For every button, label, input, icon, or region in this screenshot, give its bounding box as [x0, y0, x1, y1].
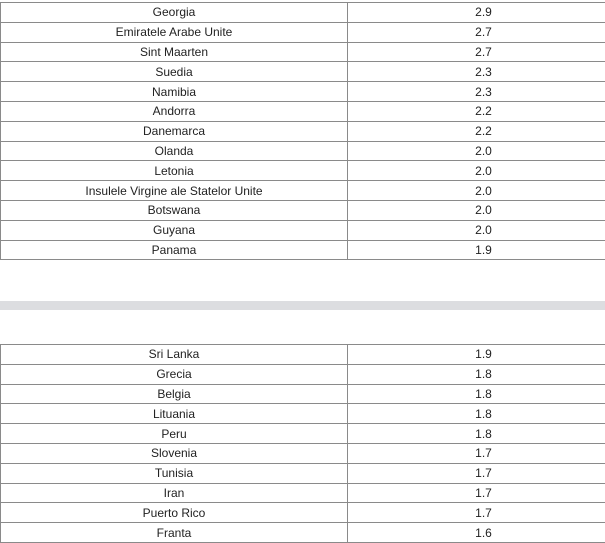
value-cell: 1.9 — [348, 240, 605, 260]
value-cell: 2.0 — [348, 181, 605, 201]
value-cell: 2.2 — [348, 101, 605, 121]
country-cell: Sri Lanka — [1, 345, 348, 365]
value-cell: 1.6 — [348, 523, 605, 543]
country-cell: Tunisia — [1, 463, 348, 483]
page-break-separator — [0, 301, 605, 310]
country-cell: Panama — [1, 240, 348, 260]
country-cell: Iran — [1, 483, 348, 503]
value-cell: 1.8 — [348, 404, 605, 424]
value-cell: 2.7 — [348, 42, 605, 62]
country-cell: Franta — [1, 523, 348, 543]
country-cell: Grecia — [1, 364, 348, 384]
country-cell: Belgia — [1, 384, 348, 404]
value-cell: 2.7 — [348, 22, 605, 42]
value-cell: 2.0 — [348, 220, 605, 240]
country-cell: Insulele Virgine ale Statelor Unite — [1, 181, 348, 201]
value-cell: 2.2 — [348, 121, 605, 141]
country-cell: Sint Maarten — [1, 42, 348, 62]
value-cell: 1.8 — [348, 384, 605, 404]
value-cell: 1.9 — [348, 345, 605, 365]
country-cell: Andorra — [1, 101, 348, 121]
country-cell: Puerto Rico — [1, 503, 348, 523]
value-cell: 1.7 — [348, 463, 605, 483]
country-cell: Slovenia — [1, 443, 348, 463]
country-cell: Emiratele Arabe Unite — [1, 22, 348, 42]
value-cell: 2.3 — [348, 62, 605, 82]
country-cell: Peru — [1, 424, 348, 444]
value-cell: 2.0 — [348, 200, 605, 220]
value-cell: 2.0 — [348, 161, 605, 181]
country-cell: Lituania — [1, 404, 348, 424]
country-cell: Danemarca — [1, 121, 348, 141]
value-cell: 2.0 — [348, 141, 605, 161]
country-cell: Namibia — [1, 82, 348, 102]
country-cell: Suedia — [1, 62, 348, 82]
value-cell: 1.7 — [348, 443, 605, 463]
value-cell: 2.9 — [348, 3, 605, 23]
country-cell: Georgia — [1, 3, 348, 23]
value-cell: 1.7 — [348, 503, 605, 523]
country-cell: Botswana — [1, 200, 348, 220]
country-cell: Letonia — [1, 161, 348, 181]
country-cell: Guyana — [1, 220, 348, 240]
value-cell: 2.3 — [348, 82, 605, 102]
value-cell: 1.8 — [348, 424, 605, 444]
value-cell: 1.8 — [348, 364, 605, 384]
country-cell: Olanda — [1, 141, 348, 161]
value-cell: 1.7 — [348, 483, 605, 503]
